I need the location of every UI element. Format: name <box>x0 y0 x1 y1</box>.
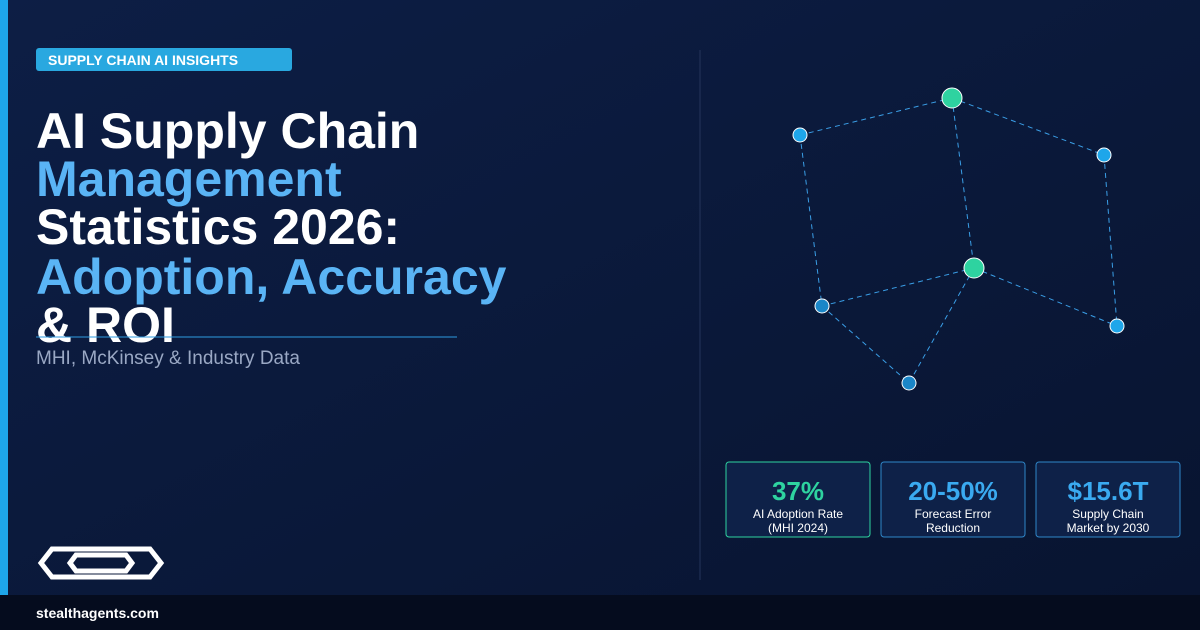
logo <box>37 546 165 580</box>
accent-bar <box>0 0 8 595</box>
title-line: AI Supply Chain <box>36 103 419 159</box>
stat-card <box>725 461 871 538</box>
title-line: & ROI <box>36 297 175 353</box>
stat-card <box>880 461 1026 538</box>
footer-text: stealthagents.com <box>36 605 159 621</box>
stat-label: Forecast Error <box>915 507 992 521</box>
badge <box>36 48 292 71</box>
title-line: Adoption, Accuracy <box>36 249 507 305</box>
stat-label: Reduction <box>926 521 980 535</box>
badge-text: SUPPLY CHAIN AI INSIGHTS <box>48 52 238 68</box>
network-nodes <box>792 87 1125 391</box>
footer-bar <box>0 595 1200 630</box>
title-line: Management <box>36 151 342 207</box>
stat-value: 20-50% <box>908 476 998 506</box>
stat-card <box>1035 461 1181 538</box>
stat-value: 37% <box>772 476 824 506</box>
stat-label: AI Adoption Rate <box>753 507 843 521</box>
subtitle: MHI, McKinsey & Industry Data <box>36 348 300 369</box>
stat-label: Market by 2030 <box>1067 521 1150 535</box>
stat-label: Supply Chain <box>1072 507 1143 521</box>
network-edges <box>799 97 1118 384</box>
stat-value: $15.6T <box>1068 476 1149 506</box>
title-line: Statistics 2026: <box>36 199 400 255</box>
stats: 37%AI Adoption Rate(MHI 2024) 20-50%Forec… <box>725 461 1181 538</box>
stat-label: (MHI 2024) <box>768 521 828 535</box>
